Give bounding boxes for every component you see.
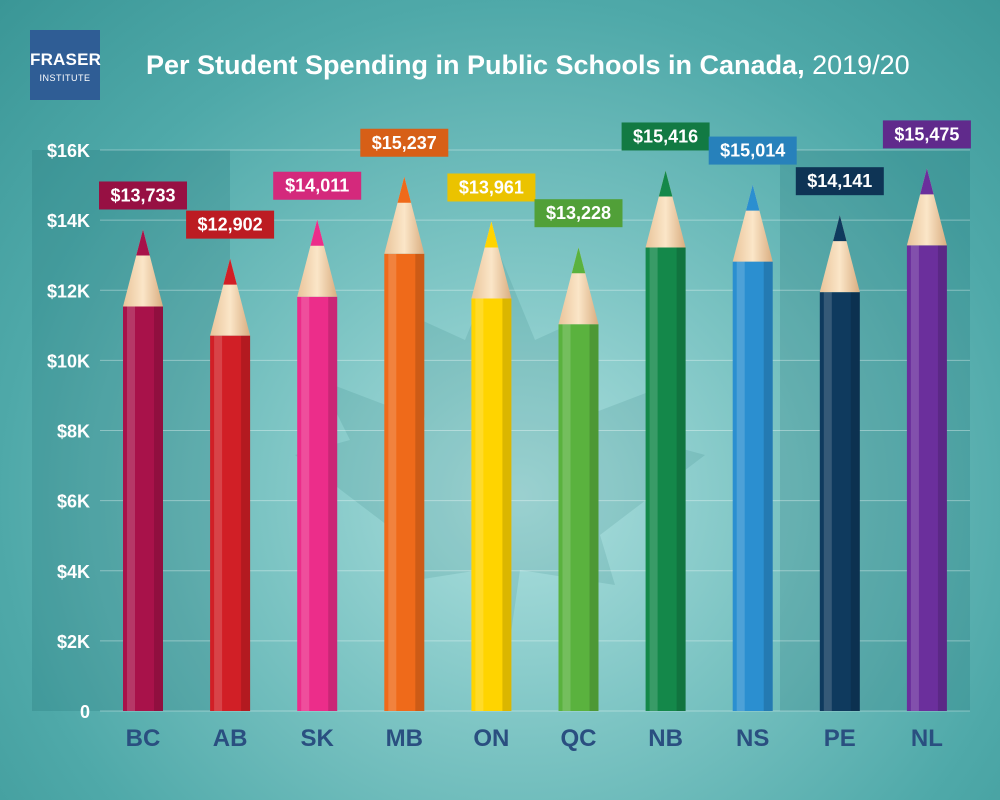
pencil-lead	[484, 221, 499, 248]
value-label-qc: $13,228	[546, 203, 611, 223]
y-tick-label: $4K	[57, 562, 90, 582]
pencil-lead	[745, 184, 760, 211]
value-label-on: $13,961	[459, 177, 524, 197]
pencil-lead	[833, 215, 847, 242]
pencil-wood	[732, 184, 773, 262]
pencil-highlight	[649, 247, 658, 711]
pencil-shadow	[589, 324, 599, 711]
value-label-box	[795, 167, 884, 196]
category-label-nb: NB	[648, 725, 683, 752]
pencil-shadow	[676, 247, 686, 711]
value-label-box	[99, 181, 187, 210]
pencil-wood	[558, 247, 599, 325]
value-label-box	[186, 210, 275, 239]
pencil-bar-sk	[297, 296, 338, 711]
logo-line-1: FRASER	[30, 50, 102, 69]
fraser-institute-logo: FRASER INSTITUTE	[30, 30, 102, 100]
pencil-bar-bc	[123, 306, 163, 711]
category-label-bc: BC	[126, 725, 161, 752]
pencil-wood	[645, 170, 686, 248]
value-label-box	[273, 171, 362, 200]
pencil-lead	[136, 229, 150, 256]
y-tick-label: $10K	[47, 351, 90, 371]
pencil-wood	[123, 229, 163, 307]
y-tick-label: $16K	[47, 141, 90, 161]
y-tick-label: 0	[80, 702, 90, 722]
pencil-bar-mb	[384, 253, 425, 711]
value-label-nl: $15,475	[894, 124, 959, 144]
pencil-highlight	[214, 335, 223, 711]
category-label-sk: SK	[301, 725, 335, 752]
chart-title-main: Per Student Spending in Public Schools i…	[146, 50, 805, 80]
value-label-box	[882, 120, 971, 149]
value-label-box	[447, 173, 536, 202]
pencil-shadow	[502, 298, 512, 711]
category-label-qc: QC	[561, 725, 597, 752]
category-label-mb: MB	[386, 725, 423, 752]
y-tick-label: $8K	[57, 422, 90, 442]
category-label-ns: NS	[736, 725, 769, 752]
value-label-box	[708, 136, 797, 165]
pencil-highlight	[127, 306, 135, 711]
pencil-shadow	[937, 245, 947, 711]
value-label-sk: $14,011	[285, 176, 349, 196]
value-label-nb: $15,416	[633, 126, 698, 146]
pencil-shadow	[328, 296, 338, 711]
category-label-nl: NL	[911, 725, 943, 752]
pencil-bar-nb	[645, 247, 686, 711]
pencil-highlight	[301, 296, 310, 711]
pencil-highlight	[475, 298, 484, 711]
pencil-bar-qc	[558, 324, 599, 711]
pencil-lead	[223, 258, 237, 285]
value-label-box	[534, 199, 623, 228]
pencil-wood	[297, 219, 338, 297]
pencil-bar-ab	[210, 335, 251, 711]
pencil-lead	[571, 247, 586, 274]
pencil-bar-nl	[906, 245, 947, 711]
category-label-ab: AB	[213, 725, 248, 752]
pencil-shadow	[763, 261, 773, 711]
value-label-ns: $15,014	[720, 141, 785, 161]
value-label-box	[360, 128, 449, 157]
pencil-wood	[819, 215, 860, 293]
chart-title: Per Student Spending in Public Schools i…	[146, 50, 910, 81]
pencil-lead	[310, 219, 324, 246]
pencil-wood	[384, 176, 425, 254]
pencil-bar-pe	[819, 292, 860, 711]
pencil-shadow	[415, 253, 425, 711]
pencil-shadow	[154, 306, 163, 711]
pencil-shadow	[241, 335, 251, 711]
pencil-highlight	[736, 261, 745, 711]
pencil-lead	[920, 168, 934, 195]
pencil-highlight	[388, 253, 397, 711]
pencil-lead	[397, 176, 412, 203]
pencil-highlight	[562, 324, 571, 711]
pencil-highlight	[823, 292, 832, 711]
pencil-bar-on	[471, 298, 512, 711]
y-tick-label: $14K	[47, 211, 90, 231]
pencil-wood	[210, 258, 251, 336]
logo-line-2: INSTITUTE	[39, 73, 91, 83]
pencil-wood	[906, 168, 947, 246]
value-label-mb: $15,237	[372, 133, 437, 153]
value-label-box	[621, 122, 710, 151]
category-label-pe: PE	[824, 725, 856, 752]
pencil-highlight	[910, 245, 919, 711]
chart-title-year: 2019/20	[812, 50, 910, 80]
y-tick-label: $12K	[47, 281, 90, 301]
pencil-wood	[471, 221, 512, 299]
y-tick-label: $6K	[57, 492, 90, 512]
value-label-bc: $13,733	[110, 185, 175, 205]
value-label-ab: $12,902	[198, 215, 263, 235]
pencil-lead	[658, 170, 673, 197]
pencil-shadow	[850, 292, 860, 711]
pencil-bar-ns	[732, 261, 773, 711]
y-tick-label: $2K	[57, 632, 90, 652]
value-label-pe: $14,141	[807, 171, 872, 191]
category-label-on: ON	[473, 725, 509, 752]
